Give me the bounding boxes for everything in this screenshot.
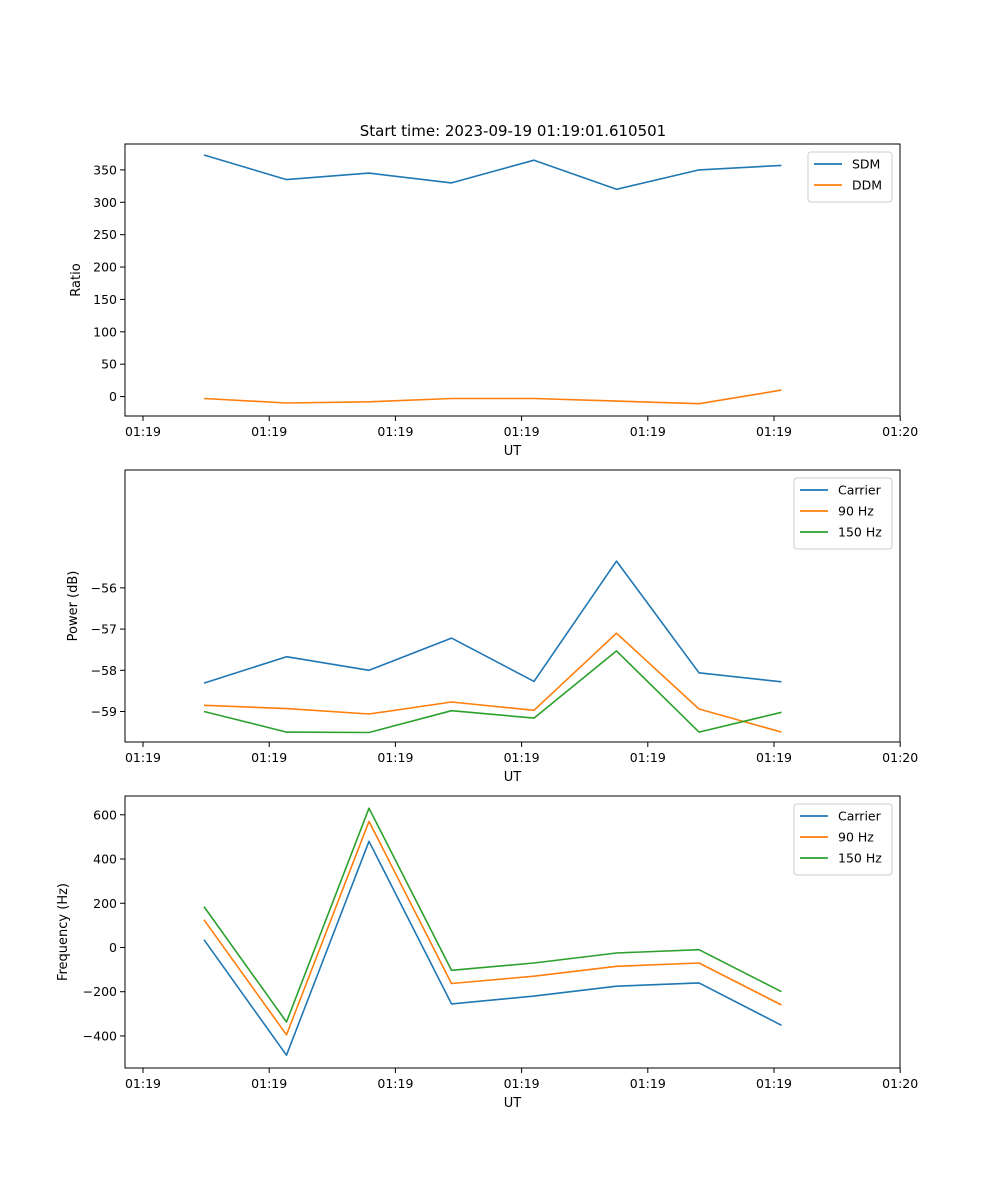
subplot-3: −400 −200 0 200 400 600 01:19 01:19 01:19 01:19 01… [56,795,918,1111]
axes-frame [124,143,901,417]
x-tick-label: 01:19 [125,1076,161,1091]
y-tick-label: 50 [101,357,117,372]
y-tick-label: 350 [93,162,117,177]
x-tick-label: 01:19 [756,1076,792,1091]
x-axis-label: UT [504,444,522,459]
x-tick-label: 01:19 [756,424,792,439]
legend-label: 90 Hz [838,504,874,519]
figure-title: Start time: 2023-09-19 01:19:01.610501 [360,122,666,140]
legend: Carrier 90 Hz 150 Hz [793,803,893,876]
x-axis-label: UT [504,770,522,785]
y-tick-label: 0 [109,389,117,404]
x-tick-label: 01:19 [251,750,287,765]
x-tick-label: 01:19 [630,424,666,439]
legend: SDM DDM [807,151,893,203]
series-line-90-hz [203,820,782,1036]
series-line-sdm [203,154,782,191]
x-tick-label: 01:19 [125,424,161,439]
x-tick-label: 01:19 [377,1076,413,1091]
x-tick-label: 01:19 [125,750,161,765]
y-tick-label: 200 [93,260,117,275]
y-axis-label: Frequency (Hz) [56,883,71,981]
y-tick-label: 150 [93,292,117,307]
y-tick-label: 100 [93,324,117,339]
x-tick-label: 01:19 [504,424,540,439]
x-tick-label: 01:19 [504,1076,540,1091]
series-line-90-hz [203,632,782,733]
subplot-2: −59 −58 −57 −56 01:19 01:19 01:19 01:19 01:19 01:… [66,469,918,785]
x-tick-label: 01:19 [251,1076,287,1091]
legend-label: 90 Hz [838,830,874,845]
y-tick-label: 300 [93,195,117,210]
y-axis-label: Ratio [69,263,84,296]
series-line-150-hz [203,650,782,734]
y-tick-label: −400 [83,1028,117,1043]
y-tick-label: −200 [83,984,117,999]
x-axis-label: UT [504,1096,522,1111]
y-tick-label: 200 [93,896,117,911]
legend-label: 150 Hz [838,525,882,540]
legend-label: 150 Hz [838,851,882,866]
x-tick-label: 01:19 [504,750,540,765]
y-tick-label: −56 [91,580,117,595]
x-tick-label: 01:19 [630,1076,666,1091]
legend-label: Carrier [838,809,882,824]
series-line-carrier [203,560,782,684]
x-tick-label: 01:20 [882,750,918,765]
series-line-ddm [203,389,782,405]
y-tick-label: 0 [109,940,117,955]
y-tick-label: 250 [93,227,117,242]
x-tick-label: 01:19 [251,424,287,439]
y-axis-label: Power (dB) [66,571,81,642]
x-tick-label: 01:19 [756,750,792,765]
x-tick-label: 01:19 [377,750,413,765]
legend-label: DDM [852,178,882,193]
y-tick-label: −57 [91,622,117,637]
y-tick-label: 600 [93,807,117,822]
y-tick-label: −59 [91,704,117,719]
axes-frame [124,469,901,743]
x-tick-label: 01:19 [630,750,666,765]
series-line-carrier [203,840,782,1056]
y-tick-label: 400 [93,852,117,867]
axes-frame [124,795,901,1069]
subplot-1: 0 50 100 150 200 250 300 350 01:19 01:19 01:19 01:1… [69,143,918,459]
legend-label: Carrier [838,483,882,498]
plots: 0 50 100 150 200 250 300 350 01:19 01:19 01:19 01:1… [56,143,918,1111]
legend: Carrier 90 Hz 150 Hz [793,477,893,550]
series-line-150-hz [203,807,782,1023]
legend-label: SDM [852,157,880,172]
y-tick-label: −58 [91,663,117,678]
x-tick-label: 01:20 [882,1076,918,1091]
x-tick-label: 01:19 [377,424,413,439]
x-tick-label: 01:20 [882,424,918,439]
